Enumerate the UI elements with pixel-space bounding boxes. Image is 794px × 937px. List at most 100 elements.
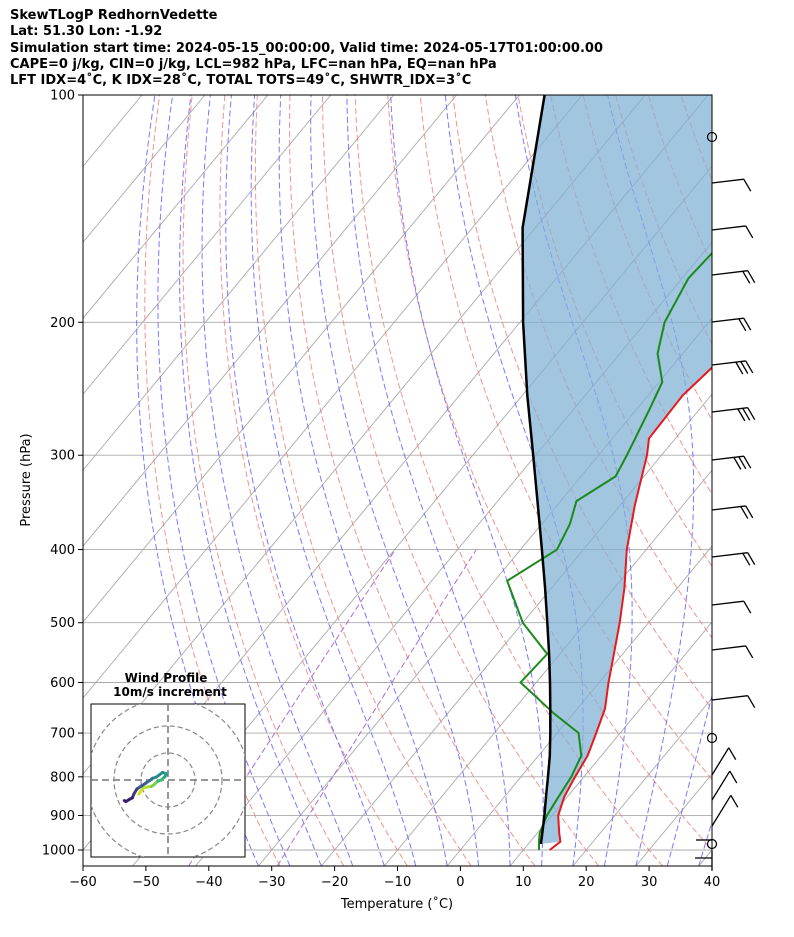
- dry-adiabat: [582, 95, 712, 422]
- isotherm-line: [83, 95, 269, 319]
- moist-adiabat: [157, 95, 291, 866]
- dewpoint-profile: [505, 251, 712, 851]
- wind-barb-flag: [729, 770, 738, 784]
- indices-line-2: LFT IDX=4˚C, K IDX=28˚C, TOTAL TOTS=49˚C…: [10, 73, 472, 89]
- x-tick-label: 20: [578, 875, 595, 890]
- wind-barbs: [695, 131, 756, 870]
- dry-adiabat: [144, 95, 281, 866]
- cape-fill-area: [522, 95, 712, 844]
- calm-wind-marker: [706, 131, 718, 143]
- moist-adiabat: [666, 693, 712, 866]
- hodograph-title: Wind Profile: [125, 671, 208, 685]
- wind-barb: [711, 770, 731, 801]
- moist-adiabat: [698, 820, 712, 866]
- wind-barb: [711, 270, 748, 276]
- mixing-ratio-line: [188, 549, 396, 866]
- isotherm-line: [83, 95, 332, 395]
- x-tick-label: −20: [321, 875, 348, 890]
- wind-barb-flag: [738, 456, 747, 470]
- wind-barb-flag: [740, 361, 749, 374]
- moist-adiabat: [607, 95, 695, 866]
- wind-barb: [711, 645, 746, 651]
- time-line: Simulation start time: 2024-05-15_00:00:…: [10, 40, 603, 56]
- wind-barb: [711, 505, 746, 511]
- moist-adiabat: [225, 95, 385, 866]
- hodograph-subtitle: 10m/s increment: [113, 685, 227, 699]
- calm-wind-marker: [706, 732, 718, 744]
- y-tick-label: 900: [50, 809, 75, 824]
- x-tick-label: 30: [641, 875, 658, 890]
- x-tick-label: −40: [195, 875, 222, 890]
- moist-adiabat: [514, 95, 633, 866]
- wind-barb-flag: [737, 408, 746, 422]
- wind-barb-flag: [742, 407, 751, 421]
- moist-adiabat: [201, 95, 354, 866]
- x-tick-label: −30: [258, 875, 285, 890]
- isotherm-line: [698, 849, 712, 866]
- wind-barb: [711, 225, 746, 231]
- parcel-profile: [521, 95, 552, 845]
- location-line: Lat: 51.30 Lon: -1.92: [10, 24, 163, 40]
- dry-adiabat: [182, 95, 345, 866]
- isotherm-line: [509, 621, 712, 866]
- chart-header: SkewTLogP RedhornVedette Lat: 51.30 Lon:…: [10, 8, 603, 89]
- wind-barb: [711, 600, 744, 606]
- y-tick-label: 800: [50, 770, 75, 785]
- indices-line-1: CAPE=0 j/kg, CIN=0 j/kg, LCL=982 hPa, LF…: [10, 56, 497, 72]
- dry-adiabat: [387, 95, 712, 851]
- x-tick-label: 40: [704, 875, 721, 890]
- dry-adiabat: [288, 95, 536, 866]
- x-tick-label: −50: [132, 875, 159, 890]
- dry-adiabat: [714, 95, 794, 866]
- dry-adiabat: [452, 95, 712, 710]
- wind-barb-flag: [747, 695, 756, 709]
- mixing-ratio-line: [276, 549, 477, 866]
- y-tick-label: 100: [50, 89, 75, 104]
- wind-barb-flag: [743, 178, 752, 192]
- wind-barb: [711, 317, 744, 323]
- wind-barb-flag: [742, 270, 751, 284]
- wind-barb-flag: [747, 552, 756, 566]
- y-tick-label: 200: [50, 316, 75, 331]
- wind-barb-flag: [745, 360, 754, 374]
- wind-barb-flag: [745, 225, 754, 239]
- wind-barb-flag: [738, 318, 747, 332]
- hodograph-segment: [122, 799, 128, 804]
- moist-adiabat: [310, 95, 480, 866]
- isotherm-line: [83, 95, 457, 547]
- y-tick-label: 300: [50, 449, 75, 464]
- wind-barb: [711, 695, 748, 701]
- temperature-profile: [549, 366, 712, 851]
- wind-barb-flag: [743, 317, 752, 331]
- wind-barb-flag: [743, 600, 752, 614]
- wind-barb-flag: [728, 747, 737, 761]
- isotherm-line: [83, 95, 520, 623]
- station-title: SkewTLogP RedhornVedette: [10, 8, 218, 23]
- wind-barb: [711, 455, 744, 461]
- dry-adiabat: [779, 95, 794, 866]
- wind-barb: [711, 178, 744, 184]
- moist-adiabat: [179, 95, 322, 866]
- x-tick-label: 10: [515, 875, 532, 890]
- wind-barb: [711, 407, 748, 413]
- wind-barb-flag: [740, 506, 749, 519]
- moist-adiabat: [390, 95, 544, 866]
- wind-barb-flag: [730, 794, 739, 808]
- hodograph-inset: Wind Profile 10m/s increment: [90, 671, 246, 858]
- wind-barb-flag: [743, 455, 752, 469]
- dry-adiabat: [219, 95, 408, 866]
- y-tick-label: 400: [50, 543, 75, 558]
- x-axis-label: Temperature (˚C): [340, 896, 453, 912]
- isotherm-line: [83, 95, 583, 699]
- dry-adiabat: [354, 95, 663, 866]
- dry-adiabat: [419, 95, 712, 781]
- isotherm-line: [83, 95, 206, 243]
- moist-adiabat: [250, 95, 417, 866]
- wind-barb-flag: [745, 505, 754, 519]
- sounding-profiles: [505, 95, 712, 851]
- dry-adiabat: [746, 95, 794, 866]
- wind-barb-flag: [747, 407, 756, 421]
- moist-adiabat: [346, 95, 511, 866]
- y-axis-label: Pressure (hPa): [19, 433, 34, 526]
